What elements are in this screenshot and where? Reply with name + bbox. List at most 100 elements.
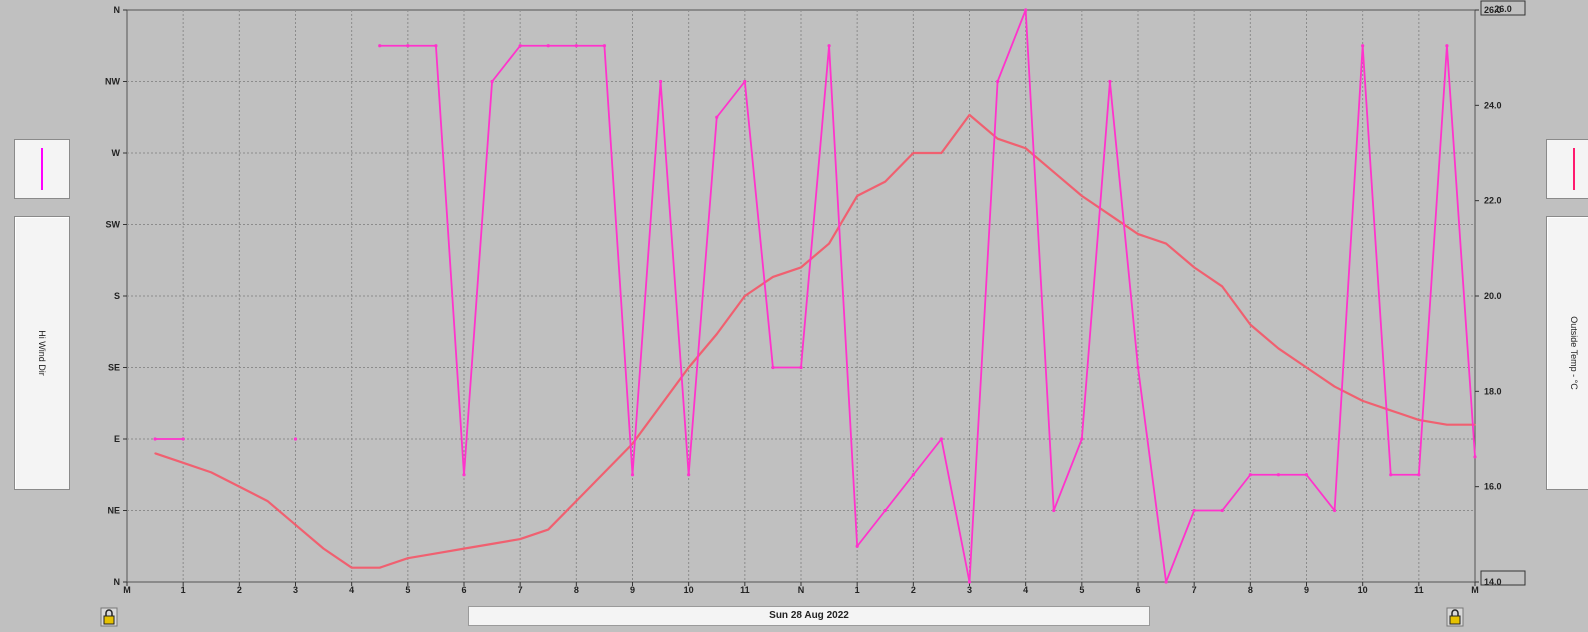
temp-point xyxy=(996,137,999,140)
wind-point xyxy=(1417,473,1421,477)
left-tick-label: SE xyxy=(108,363,120,373)
temp-point xyxy=(435,552,437,555)
x-tick-label: N xyxy=(798,585,805,595)
wind-point xyxy=(181,437,185,441)
wind-point xyxy=(602,44,607,48)
temp-point xyxy=(631,442,634,445)
left-tick-label: SW xyxy=(106,220,121,230)
wind-point xyxy=(406,44,410,48)
wind-point xyxy=(1164,580,1168,584)
wind-point xyxy=(658,79,663,84)
right-axis-top-value: 26.0 xyxy=(1494,4,1512,14)
wind-point xyxy=(1276,473,1281,477)
x-tick-label: 6 xyxy=(1135,585,1140,595)
x-tick-label: 8 xyxy=(574,585,579,595)
wind-point xyxy=(1332,508,1337,513)
temp-point xyxy=(1221,285,1224,288)
wind-point xyxy=(1192,508,1196,513)
temp-point xyxy=(575,500,578,502)
wind-point xyxy=(1136,365,1140,370)
temp-point xyxy=(1052,171,1055,173)
x-tick-label: 11 xyxy=(1414,585,1424,595)
temp-point xyxy=(940,152,943,154)
x-tick-label: 11 xyxy=(740,585,750,595)
wind-point xyxy=(462,473,466,477)
left-tick-label: E xyxy=(114,434,120,444)
temp-point xyxy=(350,566,353,569)
temp-point xyxy=(266,500,269,502)
temp-point xyxy=(744,295,746,297)
temp-point xyxy=(828,242,830,245)
right-tick-label: 24.0 xyxy=(1484,100,1502,110)
x-tick-label: 7 xyxy=(518,585,523,595)
wind-point xyxy=(1248,473,1252,477)
temp-point xyxy=(1333,385,1336,388)
temp-point xyxy=(800,266,802,269)
temp-point xyxy=(463,547,465,550)
right-tick-label: 20.0 xyxy=(1484,291,1502,301)
x-tick-label: 5 xyxy=(405,585,410,595)
x-tick-label: 8 xyxy=(1248,585,1253,595)
left-series-swatch[interactable] xyxy=(14,139,70,199)
wind-point xyxy=(995,79,1000,84)
temp-point xyxy=(1165,242,1167,245)
temp-point xyxy=(1109,214,1111,216)
left-tick-label: N xyxy=(114,577,121,587)
wind-point xyxy=(574,44,578,48)
wind-point xyxy=(630,473,635,477)
x-tick-label: 1 xyxy=(855,585,860,595)
temp-point xyxy=(1137,233,1139,235)
temp-point xyxy=(519,538,521,540)
temp-point xyxy=(603,471,606,474)
x-tick-label: 2 xyxy=(911,585,916,595)
temp-point xyxy=(715,333,718,335)
wind-point xyxy=(153,437,157,441)
temp-point xyxy=(294,524,297,526)
x-tick-label: 10 xyxy=(1358,585,1368,595)
right-axis-top-value-box xyxy=(1480,0,1526,16)
x-tick-label: M xyxy=(1471,585,1479,595)
temp-point xyxy=(378,566,381,569)
wind-series-line xyxy=(379,9,1476,583)
right-tick-label: 14.0 xyxy=(1484,577,1502,587)
x-tick-label: 3 xyxy=(293,585,298,595)
temp-point xyxy=(210,471,213,474)
wind-point xyxy=(855,544,859,548)
x-tick-label: 2 xyxy=(237,585,242,595)
wind-point xyxy=(827,44,831,48)
right-axis-panel[interactable]: Outside Temp - °C xyxy=(1546,216,1588,490)
wind-point xyxy=(715,115,719,119)
x-tick-label: 4 xyxy=(1023,585,1028,595)
left-axis-panel[interactable]: Hi Wind Dir xyxy=(14,216,70,490)
left-tick-label: NE xyxy=(107,506,120,516)
right-series-swatch[interactable] xyxy=(1546,139,1588,199)
x-tick-label: 10 xyxy=(684,585,694,595)
wind-point xyxy=(799,365,803,370)
temp-point xyxy=(322,547,325,550)
wind-point xyxy=(378,44,382,48)
temp-point xyxy=(1389,409,1392,412)
wind-point xyxy=(1080,437,1084,441)
right-tick-label: 16.0 xyxy=(1484,482,1502,492)
x-tick-label: M xyxy=(123,585,131,595)
wind-point xyxy=(883,508,887,513)
series-layer xyxy=(154,9,1476,583)
right-tick-label: 18.0 xyxy=(1484,386,1502,396)
left-tick-label: NW xyxy=(105,77,120,87)
right-axis-bottom-value-box xyxy=(1480,570,1526,586)
x-tick-label: 1 xyxy=(181,585,186,595)
wind-point xyxy=(1220,508,1224,513)
temp-point xyxy=(912,152,915,154)
temp-point xyxy=(1446,423,1448,426)
temp-point xyxy=(407,557,409,559)
temp-point xyxy=(238,485,241,488)
temp-point xyxy=(1277,347,1280,350)
temp-point xyxy=(547,528,550,531)
lock-icon[interactable] xyxy=(100,607,118,627)
lock-icon[interactable] xyxy=(1446,607,1464,627)
date-label-bar: Sun 28 Aug 2022 xyxy=(468,606,1150,626)
x-tick-label: 3 xyxy=(967,585,972,595)
left-series-swatch-line xyxy=(41,148,43,190)
x-tick-label: 4 xyxy=(349,585,354,595)
temp-point xyxy=(659,404,662,407)
